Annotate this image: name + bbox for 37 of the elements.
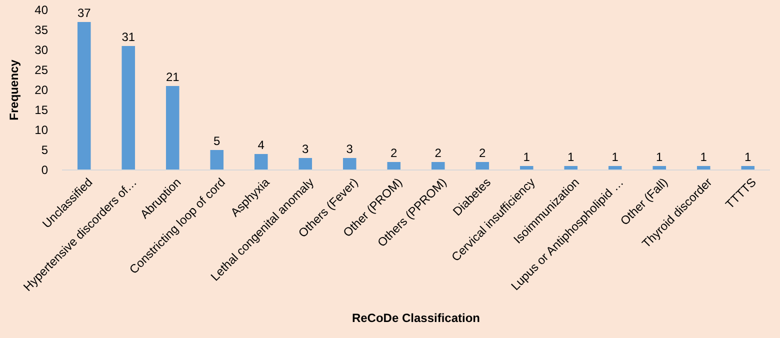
y-tick-label: 30 bbox=[34, 43, 48, 58]
data-label: 21 bbox=[166, 70, 180, 84]
data-label: 31 bbox=[122, 30, 136, 44]
bar bbox=[476, 162, 490, 170]
data-label: 1 bbox=[612, 150, 619, 164]
data-label: 2 bbox=[390, 146, 398, 160]
x-axis-title: ReCoDe Classification bbox=[352, 311, 480, 325]
data-label: 37 bbox=[77, 6, 92, 20]
bar bbox=[387, 162, 401, 170]
bar bbox=[77, 22, 91, 170]
bar bbox=[298, 158, 312, 170]
y-tick-label: 10 bbox=[34, 123, 48, 138]
bar bbox=[342, 158, 356, 170]
data-label: 1 bbox=[568, 150, 575, 164]
y-tick-label: 20 bbox=[34, 83, 48, 98]
data-label: 1 bbox=[744, 150, 752, 164]
bar bbox=[166, 86, 180, 170]
bar bbox=[122, 46, 136, 170]
y-tick-label: 15 bbox=[34, 103, 48, 118]
data-label: 5 bbox=[214, 134, 221, 148]
data-label: 1 bbox=[700, 150, 708, 164]
y-axis-title: Frequency bbox=[7, 59, 21, 120]
bar bbox=[431, 162, 445, 170]
data-label: 4 bbox=[258, 138, 265, 152]
y-tick-label: 25 bbox=[34, 63, 48, 78]
data-label: 3 bbox=[346, 142, 354, 156]
data-label: 2 bbox=[479, 146, 486, 160]
data-label: 1 bbox=[523, 150, 530, 164]
y-tick-label: 5 bbox=[41, 143, 48, 158]
data-label: 3 bbox=[302, 142, 310, 156]
data-label: 2 bbox=[434, 146, 442, 160]
y-tick-label: 35 bbox=[34, 23, 48, 38]
data-label: 1 bbox=[656, 150, 664, 164]
y-tick-label: 0 bbox=[41, 163, 48, 178]
bar bbox=[210, 150, 224, 170]
bar bbox=[254, 154, 268, 170]
y-tick-label: 40 bbox=[34, 3, 48, 18]
